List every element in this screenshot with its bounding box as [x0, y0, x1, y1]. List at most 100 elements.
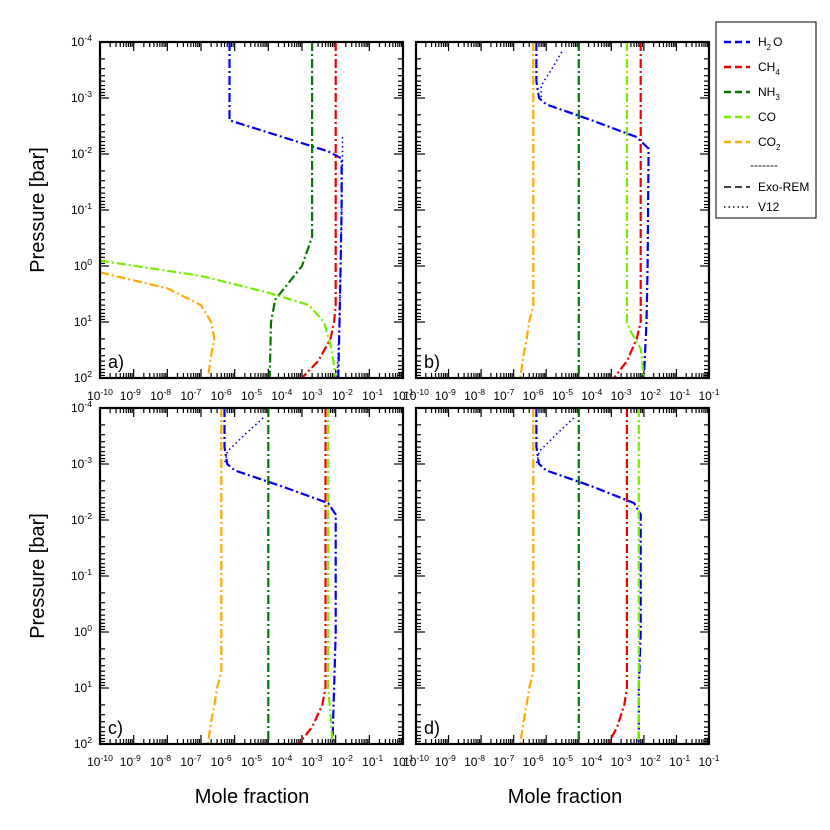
xlabel-right: Mole fraction	[508, 786, 623, 808]
series-h2o-v12	[223, 417, 264, 465]
x-tick-label: 10-7	[493, 753, 514, 769]
x-tick-label: 10-6	[523, 753, 544, 769]
x-tick-label: 10-7	[180, 387, 201, 403]
series-h2o-exo-rem	[228, 42, 343, 378]
series-h2o-v12	[336, 137, 344, 378]
x-tick-label: 10-5	[241, 387, 262, 403]
y-tick-label: 101	[74, 679, 92, 695]
series-h2o-v12	[535, 417, 575, 465]
series-ch4-exo-rem	[613, 42, 642, 378]
x-tick-label: 10-3	[302, 387, 323, 403]
series-co-exo-rem	[327, 408, 334, 744]
x-tick-label: 10-2	[640, 387, 661, 403]
y-tick-label: 102	[74, 735, 92, 751]
x-tick-label: 10-9	[435, 387, 456, 403]
x-tick-label: 10-6	[211, 387, 232, 403]
x-tick-label: 10-4	[581, 753, 602, 769]
legend-style-label-v12: V12	[758, 200, 780, 214]
x-tick-label: 10-8	[464, 387, 485, 403]
series-group	[519, 42, 650, 378]
plot-frame	[414, 406, 711, 746]
ticks	[99, 407, 403, 744]
series-group	[519, 408, 642, 744]
series-ch4-exo-rem	[297, 408, 327, 744]
legend-label-ch4: CH4	[758, 60, 780, 77]
x-tick-label: 10-10	[403, 387, 429, 403]
x-tick-label: 10-2	[332, 753, 353, 769]
legend-separator: -------	[750, 158, 778, 172]
x-tick-label: 10-1	[362, 753, 383, 769]
y-tick-label: 10-3	[71, 455, 92, 471]
x-tick-label: 10-4	[271, 753, 292, 769]
x-tick-label: 10-6	[211, 753, 232, 769]
legend-label-h2o: H2 O	[758, 35, 782, 52]
y-tick-label: 101	[74, 313, 92, 329]
series-co-exo-rem	[100, 259, 337, 378]
x-tick-label: 10-1	[392, 753, 413, 769]
series-co-exo-rem	[625, 42, 645, 378]
series-ch4-exo-rem	[301, 42, 337, 378]
series-nh3-exo-rem	[268, 42, 314, 378]
plot-frame	[98, 40, 405, 380]
series-group	[206, 408, 337, 744]
series-co2-exo-rem	[519, 42, 535, 378]
series-co2-exo-rem	[519, 408, 535, 744]
x-tick-label: 10-2	[640, 753, 661, 769]
x-tick-label: 10-1	[362, 387, 383, 403]
ylabel-bottom: Pressure [bar]	[27, 513, 49, 639]
ticks	[415, 41, 709, 378]
plot-frame	[414, 40, 711, 380]
y-tick-label: 10-2	[71, 145, 92, 161]
x-tick-label: 10-1	[698, 387, 719, 403]
xlabel-left: Mole fraction	[195, 786, 310, 808]
panel-a: a) 10-10 10-9 10-8 10-7 10-6 10-5 10-4 10-3 10-2 1…	[71, 33, 414, 403]
x-tick-label: 10-10	[87, 753, 113, 769]
plot-frame	[98, 406, 405, 746]
legend-box	[715, 21, 817, 219]
y-tick-label: 100	[74, 257, 92, 273]
panel-d: d) 10-10 10-9 10-8 10-7 10-6 10-5 10-4 10-3 10-2 1…	[403, 406, 720, 769]
x-tick-label: 10-7	[493, 387, 514, 403]
y-tick-label: 10-2	[71, 511, 92, 527]
x-tick-label: 10-8	[464, 753, 485, 769]
series-ch4-exo-rem	[607, 408, 629, 744]
series-group	[100, 42, 344, 378]
x-tick-label: 10-9	[120, 753, 141, 769]
legend-label-co2: CO2	[758, 135, 781, 152]
panel-label: c)	[108, 718, 123, 738]
x-tick-label: 10-1	[669, 753, 690, 769]
y-tick-label: 102	[74, 369, 92, 385]
y-tick-label: 10-4	[71, 399, 92, 415]
x-tick-label: 10-5	[552, 753, 573, 769]
series-co2-exo-rem	[206, 408, 223, 744]
x-tick-label: 10-10	[87, 387, 113, 403]
y-tick-label: 10-3	[71, 89, 92, 105]
ticks	[415, 407, 709, 744]
panel-label: b)	[424, 352, 440, 372]
x-tick-label: 10-3	[611, 753, 632, 769]
x-tick-label: 10-2	[332, 387, 353, 403]
legend-label-co: CO	[758, 110, 776, 124]
x-tick-label: 10-10	[403, 753, 429, 769]
x-tick-label: 10-7	[180, 753, 201, 769]
panel-label: d)	[424, 718, 440, 738]
x-tick-label: 10-3	[302, 753, 323, 769]
panel-c: c) 10-10 10-9 10-8 10-7 10-6 10-5 10-4 10-3 10-2 1…	[71, 399, 414, 769]
legend-style-label-exo-rem: Exo-REM	[758, 180, 809, 194]
ticks	[99, 41, 403, 378]
series-h2o-exo-rem	[223, 408, 337, 744]
x-tick-label: 10-4	[581, 387, 602, 403]
legend-label-nh3: NH3	[758, 85, 780, 102]
x-tick-label: 10-8	[150, 387, 171, 403]
legend: H2 O CH4 NH3 CO CO2 ------- Exo-REM V12	[715, 21, 817, 219]
panel-label: a)	[108, 352, 124, 372]
y-tick-label: 10-4	[71, 33, 92, 49]
series-co2-exo-rem	[100, 271, 216, 378]
y-tick-label: 10-1	[71, 567, 92, 583]
x-tick-label: 10-6	[523, 387, 544, 403]
x-tick-label: 10-3	[611, 387, 632, 403]
x-tick-label: 10-5	[552, 387, 573, 403]
x-tick-label: 10-9	[120, 387, 141, 403]
x-tick-label: 10-4	[271, 387, 292, 403]
